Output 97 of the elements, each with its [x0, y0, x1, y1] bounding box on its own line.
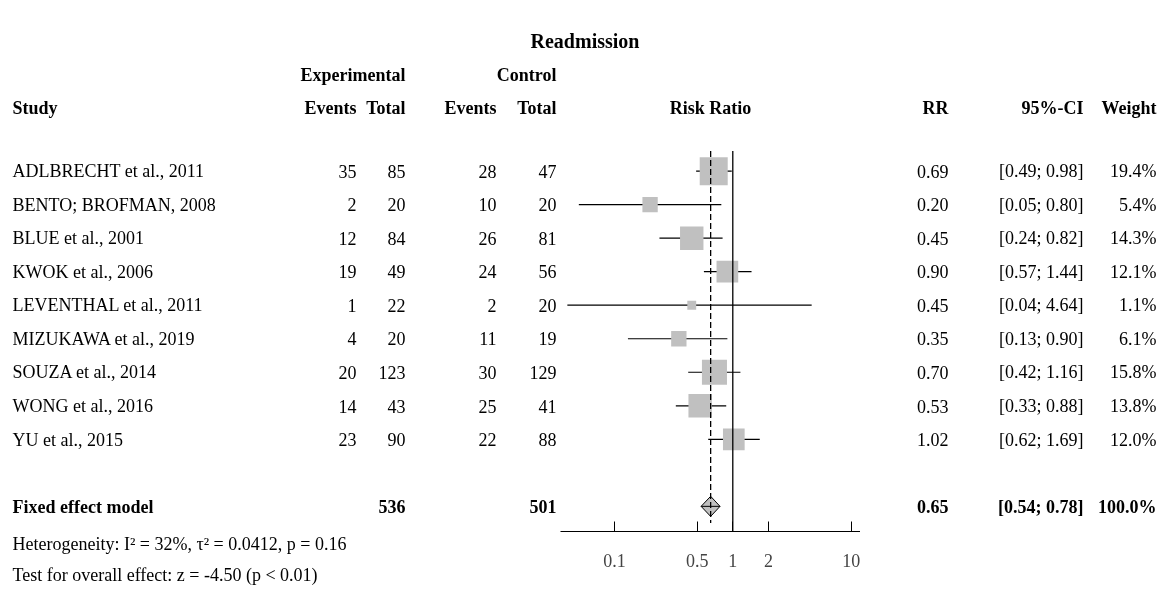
text: 26: [478, 228, 497, 249]
text: [0.04; 4.64]: [999, 295, 1084, 316]
text: SOUZA et al., 2014: [12, 362, 156, 383]
text: 0.20: [917, 195, 949, 216]
text: Fixed effect model: [12, 496, 154, 517]
x-tick-label: 0.1: [603, 550, 626, 571]
text: [0.62; 1.69]: [999, 429, 1084, 450]
text: [0.57; 1.44]: [999, 261, 1084, 282]
text: 1.02: [917, 430, 949, 451]
text: MIZUKAWA et al., 2019: [12, 328, 195, 349]
text: 12.0%: [1110, 429, 1157, 450]
category-label: Events: [304, 98, 357, 119]
text: 28: [478, 161, 497, 182]
text: 1.1%: [1119, 295, 1157, 316]
text: 19: [538, 329, 557, 350]
text: 0.45: [917, 228, 949, 249]
text: 22: [387, 295, 406, 316]
text: 19.4%: [1110, 161, 1157, 182]
text: 0.90: [917, 262, 949, 283]
text: 4: [347, 329, 357, 350]
text: LEVENTHAL et al., 2011: [12, 295, 203, 316]
text: 88: [538, 430, 557, 451]
text: 129: [529, 362, 557, 383]
text: 10: [478, 195, 497, 216]
text: 0.53: [917, 396, 949, 417]
text: 1: [347, 295, 357, 316]
text: 81: [538, 228, 557, 249]
text: 13.8%: [1110, 396, 1157, 417]
text: BLUE et al., 2001: [12, 228, 144, 249]
text: 0.69: [917, 161, 949, 182]
x-tick-label: 1: [728, 550, 738, 571]
text: 25: [478, 396, 497, 417]
text: [0.24; 0.82]: [999, 228, 1084, 249]
text: [0.42; 1.16]: [999, 362, 1084, 383]
text: [0.54; 0.78]: [998, 496, 1084, 517]
text: 0.70: [917, 362, 949, 383]
text: [0.13; 0.90]: [999, 328, 1084, 349]
text: 23: [338, 430, 357, 451]
text: 20: [538, 295, 557, 316]
x-tick-label: 2: [763, 550, 773, 571]
text: BENTO; BROFMAN, 2008: [12, 194, 216, 215]
x-tick-label: 0.5: [685, 550, 709, 571]
text: 85: [387, 161, 406, 182]
text: 5.4%: [1119, 194, 1157, 215]
text: [0.49; 0.98]: [999, 161, 1084, 182]
text: 0.45: [917, 295, 949, 316]
text: 20: [538, 195, 557, 216]
x-axis-title: Risk Ratio: [669, 98, 752, 119]
text: 0.35: [917, 329, 949, 350]
text: 12: [338, 228, 357, 249]
text: 2: [487, 295, 497, 316]
text: 43: [387, 396, 406, 417]
text: Experimental: [300, 65, 406, 86]
text: 100.0%: [1098, 496, 1157, 517]
text: 49: [387, 262, 406, 283]
text: Test for overall effect: z = -4.50 (p < 0.01): [12, 565, 318, 587]
category-label: Study: [12, 98, 58, 119]
text: 536: [378, 497, 406, 518]
text: Heterogeneity: I² = 32%, τ² = 0.0412, p = 0.16: [12, 533, 347, 554]
text: 35: [338, 161, 357, 182]
text: ADLBRECHT et al., 2011: [12, 161, 204, 182]
text: 22: [478, 430, 497, 451]
text: 56: [538, 262, 557, 283]
text: 12.1%: [1110, 261, 1157, 282]
text: WONG et al., 2016: [12, 396, 153, 417]
chart-title: Readmission: [530, 29, 640, 54]
text: 30: [478, 362, 497, 383]
text: 19: [338, 262, 357, 283]
text: 41: [538, 396, 557, 417]
category-label: RR: [922, 98, 950, 119]
text: KWOK et al., 2006: [12, 261, 153, 282]
text: 24: [478, 262, 497, 283]
text: 20: [338, 362, 357, 383]
category-label: Total: [517, 98, 557, 119]
text: 47: [538, 161, 557, 182]
text: [0.05; 0.80]: [999, 194, 1084, 215]
text: 20: [387, 329, 406, 350]
text: [0.33; 0.88]: [999, 396, 1084, 417]
text: 20: [387, 195, 406, 216]
text: 6.1%: [1119, 328, 1157, 349]
text: 501: [529, 497, 557, 518]
text: 123: [378, 362, 406, 383]
text: 0.65: [917, 497, 949, 518]
text: 90: [387, 430, 406, 451]
category-label: 95%-CI: [1021, 98, 1084, 119]
text: 14.3%: [1110, 228, 1157, 249]
text: YU et al., 2015: [12, 429, 123, 450]
text: 14: [338, 396, 357, 417]
text: 84: [387, 228, 406, 249]
text: 15.8%: [1110, 362, 1157, 383]
text: 2: [347, 195, 357, 216]
x-tick-label: 10: [842, 550, 861, 571]
category-label: Events: [444, 98, 497, 119]
category-label: Total: [366, 98, 406, 119]
category-label: Weight: [1101, 98, 1157, 119]
text: 11: [479, 329, 497, 350]
text: Control: [496, 65, 557, 86]
